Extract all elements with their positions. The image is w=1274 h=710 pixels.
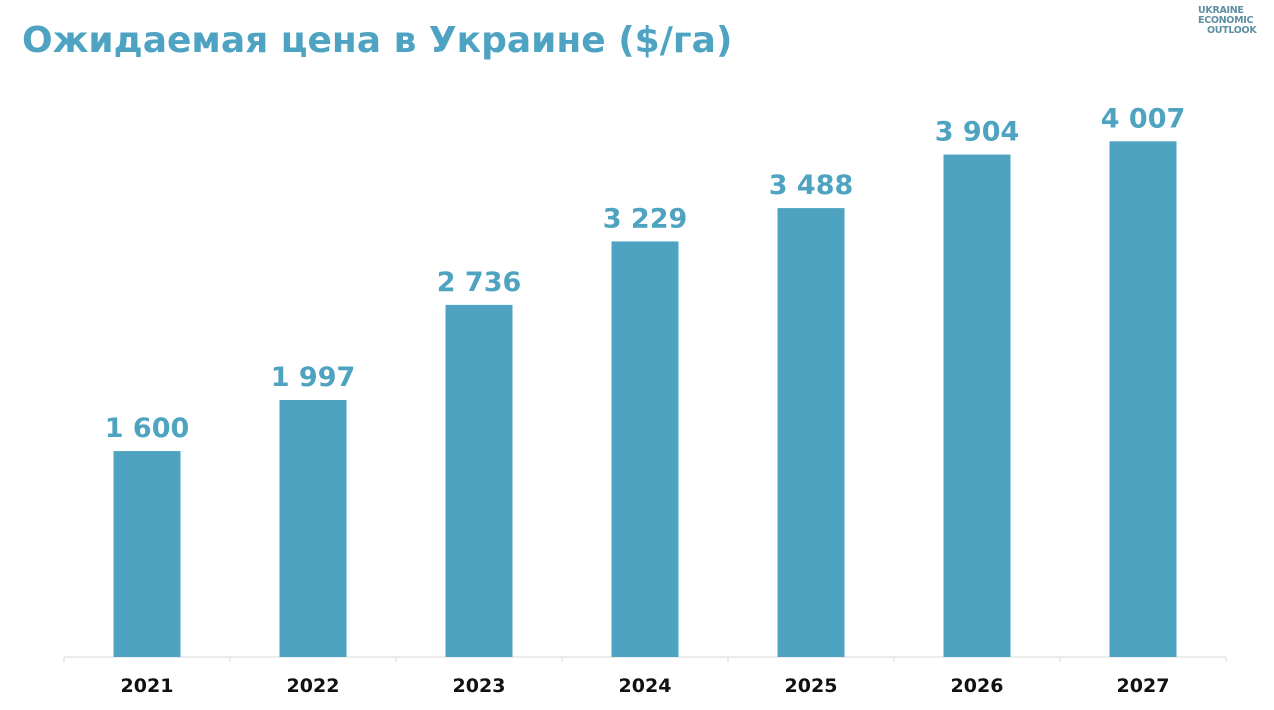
bars	[113, 141, 1177, 658]
category-label-2026: 2026	[951, 675, 1004, 697]
bar-2026	[943, 154, 1011, 657]
logo-line-3: OUTLOOK	[1207, 25, 1257, 36]
bar-2022	[279, 399, 347, 657]
bar-2027	[1109, 141, 1177, 658]
logo-line-2: ECONOMIC	[1198, 15, 1254, 26]
category-label-2024: 2024	[619, 675, 672, 697]
bar-2021	[113, 451, 181, 657]
value-label-2025: 3 488	[769, 170, 854, 201]
value-label-2022: 1 997	[271, 362, 356, 393]
category-label-2021: 2021	[121, 675, 174, 697]
bar-2023	[445, 304, 513, 657]
value-label-2024: 3 229	[603, 203, 688, 234]
x-axis	[63, 656, 1227, 662]
logo-line-1: UKRAINE	[1198, 5, 1244, 16]
page-title: Ожидаемая цена в Украине ($/га)	[22, 20, 733, 61]
category-label-2022: 2022	[287, 675, 340, 697]
bar-2024	[611, 241, 679, 657]
category-label-2027: 2027	[1117, 675, 1170, 697]
category-labels: 2021 2022 2023 2024 2025 2026 2027	[121, 675, 1170, 697]
value-labels: 1 600 1 997 2 736 3 229 3 488 3 904 4 007	[105, 103, 1186, 444]
value-label-2021: 1 600	[105, 413, 190, 444]
value-label-2023: 2 736	[437, 267, 522, 298]
value-label-2027: 4 007	[1101, 103, 1186, 134]
category-label-2023: 2023	[453, 675, 506, 697]
value-label-2026: 3 904	[935, 117, 1020, 148]
bar-2025	[777, 208, 845, 657]
ukraine-economic-outlook-logo: UKRAINE ECONOMIC OUTLOOK	[1198, 6, 1268, 36]
category-label-2025: 2025	[785, 675, 838, 697]
